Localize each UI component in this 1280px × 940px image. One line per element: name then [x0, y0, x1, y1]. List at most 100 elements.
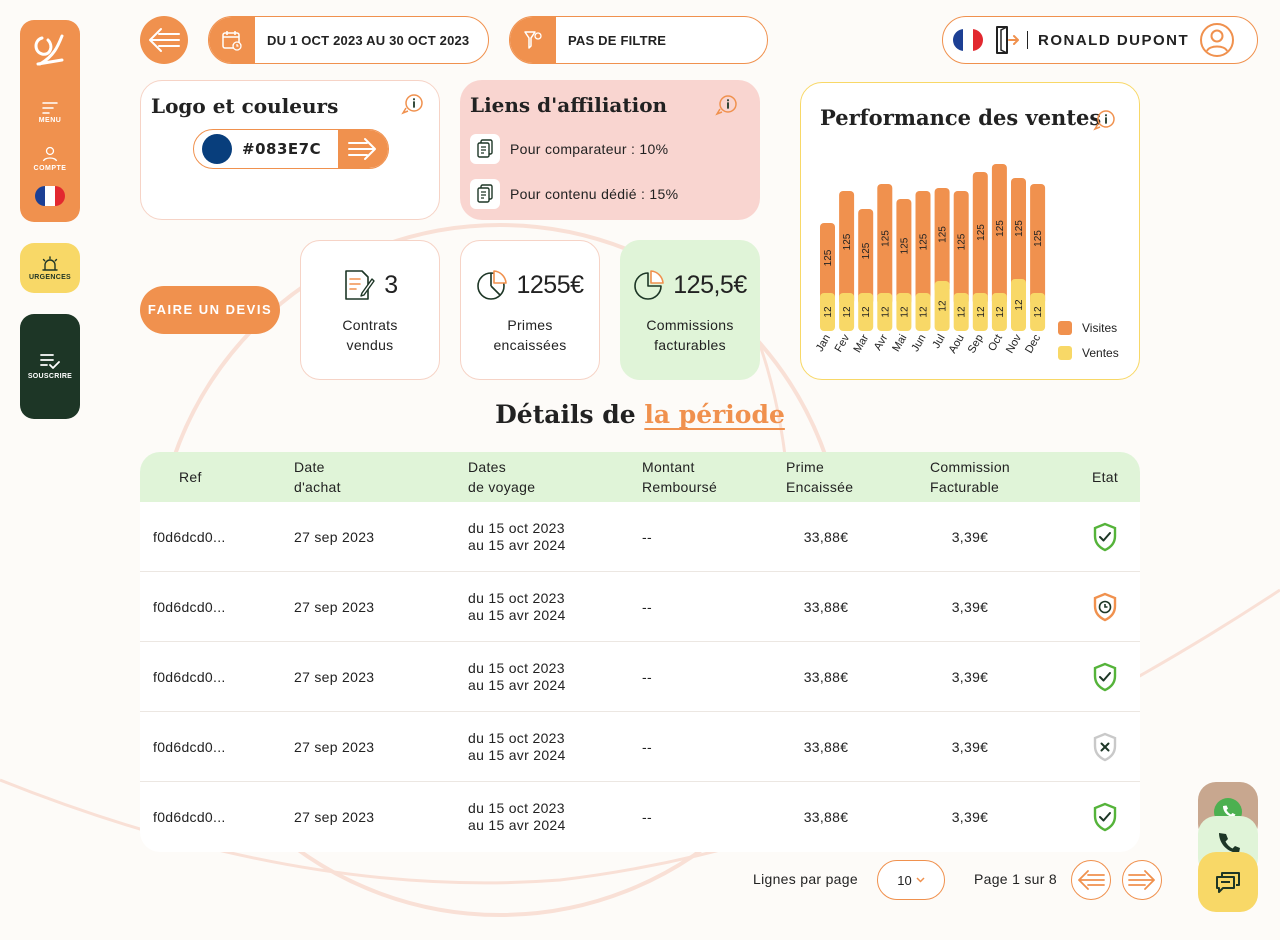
bar-visites[interactable] [1030, 184, 1046, 305]
bar-visites[interactable] [839, 191, 855, 305]
stat-label: Primes encaissées [493, 317, 567, 353]
cell-travel-dates: du 15 oct 2023 au 15 avr 2024 [468, 520, 566, 553]
date-range-selector[interactable]: DU 1 OCT 2023 AU 30 OCT 2023 [208, 16, 489, 64]
brand-color-picker[interactable]: #083E7C [193, 129, 389, 169]
table-row[interactable]: f0d6dcd0... 27 sep 2023 du 15 oct 2023 au 1… [140, 642, 1140, 712]
arrow-right-icon [1128, 870, 1155, 890]
bar-ventes[interactable] [953, 293, 969, 331]
bar-ventes[interactable] [934, 281, 950, 331]
bar-visites[interactable] [877, 184, 893, 305]
cell-travel-dates: du 15 oct 2023 au 15 avr 2024 [468, 800, 566, 833]
bar-value-label: 125 [976, 224, 987, 241]
table-body: f0d6dcd0... 27 sep 2023 du 15 oct 2023 au 1… [140, 502, 1140, 852]
bar-ventes[interactable] [877, 293, 893, 331]
bar-ventes[interactable] [858, 293, 874, 331]
language-flag-fr[interactable] [35, 186, 65, 206]
menu-icon [42, 102, 58, 114]
cell-status[interactable] [1080, 502, 1130, 572]
header-date[interactable]: Date d'achat [294, 459, 341, 495]
souscrire-button[interactable]: SOUSCRIRE [20, 314, 80, 419]
affiliation-link-label: Pour contenu dédié : 15% [510, 186, 679, 202]
chat-button[interactable] [1198, 852, 1258, 912]
cell-status[interactable] [1080, 712, 1130, 782]
menu-button[interactable]: MENU [39, 102, 62, 124]
stat-contracts-sold: 3 Contrats vendus [300, 240, 440, 380]
cell-refunded: -- [642, 668, 652, 685]
cell-travel-dates: du 15 oct 2023 au 15 avr 2024 [468, 730, 566, 763]
urgences-label: URGENCES [28, 273, 72, 281]
x-tick-label: Sep [966, 333, 986, 356]
cell-premium: 33,88€ [803, 738, 849, 755]
contract-icon [345, 270, 375, 300]
info-icon[interactable] [401, 93, 425, 115]
x-tick-label: Jun [909, 333, 928, 354]
cell-purchase-date: 27 sep 2023 [294, 528, 375, 545]
bar-visites[interactable] [820, 223, 835, 305]
bar-visites[interactable] [915, 191, 931, 305]
affiliation-link-contenu[interactable]: Pour contenu dédié : 15% [470, 179, 678, 209]
bar-value-label: 12 [880, 306, 891, 318]
cell-commission: 3,39€ [951, 738, 989, 755]
logout-icon[interactable] [993, 25, 1019, 55]
next-page-button[interactable] [1122, 860, 1162, 900]
page-indicator: Page 1 sur 8 [974, 871, 1057, 887]
account-button[interactable]: COMPTE [34, 146, 67, 172]
bar-value-label: 125 [861, 242, 872, 259]
affiliation-link-comparateur[interactable]: Pour comparateur : 10% [470, 134, 668, 164]
header-ref[interactable]: Ref [179, 469, 202, 485]
legend-swatch [1058, 346, 1072, 360]
bar-visites[interactable] [972, 172, 988, 305]
apply-color-button[interactable] [338, 130, 388, 168]
table-row[interactable]: f0d6dcd0... 27 sep 2023 du 15 oct 2023 au 1… [140, 502, 1140, 572]
header-travel-dates[interactable]: Dates de voyage [468, 459, 536, 495]
cell-status[interactable] [1080, 782, 1130, 852]
x-tick-label: Mai [890, 333, 909, 354]
arrow-left-icon [149, 28, 180, 52]
info-icon[interactable] [1093, 109, 1117, 131]
stat-billable-commissions: 125,5€ Commissions facturables [620, 240, 760, 380]
cell-status[interactable] [1080, 572, 1130, 642]
bar-visites[interactable] [896, 199, 912, 305]
bar-ventes[interactable] [915, 293, 931, 331]
bar-ventes[interactable] [1011, 279, 1026, 331]
bar-ventes[interactable] [972, 293, 988, 331]
bar-visites[interactable] [1011, 178, 1026, 291]
bar-visites[interactable] [953, 191, 969, 305]
bar-value-label: 12 [861, 306, 872, 318]
bar-value-label: 12 [957, 306, 968, 318]
calendar-icon [222, 31, 242, 51]
rows-per-page-select[interactable]: 10 [877, 860, 945, 900]
bar-ventes[interactable] [991, 293, 1007, 331]
bar-ventes[interactable] [839, 293, 855, 331]
language-flag-fr[interactable] [953, 29, 983, 51]
bar-visites[interactable] [858, 209, 874, 305]
bar-ventes[interactable] [896, 293, 912, 331]
bar-ventes[interactable] [1030, 293, 1046, 331]
cell-status[interactable] [1080, 642, 1130, 712]
info-icon[interactable] [715, 94, 739, 116]
cell-ref: f0d6dcd0... [153, 528, 226, 545]
x-tick-label: Dec [1023, 332, 1043, 355]
bar-visites[interactable] [934, 188, 950, 293]
table-row[interactable]: f0d6dcd0... 27 sep 2023 du 15 oct 2023 au 1… [140, 712, 1140, 782]
header-premium[interactable]: Prime Encaissée [786, 459, 854, 495]
previous-page-button[interactable] [1071, 860, 1111, 900]
user-menu[interactable]: RONALD DUPONT [942, 16, 1258, 64]
bar-value-label: 12 [938, 300, 949, 312]
cell-premium: 33,88€ [803, 808, 849, 825]
back-button[interactable] [140, 16, 188, 64]
urgences-button[interactable]: URGENCES [20, 243, 80, 293]
brand-logo[interactable] [28, 30, 72, 70]
avatar-icon[interactable] [1199, 22, 1235, 58]
x-tick-label: Oct [986, 333, 1005, 354]
table-row[interactable]: f0d6dcd0... 27 sep 2023 du 15 oct 2023 au 1… [140, 782, 1140, 852]
filter-selector[interactable]: PAS DE FILTRE [509, 16, 768, 64]
bar-ventes[interactable] [820, 293, 835, 331]
header-refunded[interactable]: Montant Remboursé [642, 459, 718, 495]
header-status[interactable]: Etat [1091, 469, 1119, 485]
bar-visites[interactable] [991, 164, 1007, 305]
faire-un-devis-button[interactable]: FAIRE UN DEVIS [140, 286, 280, 334]
header-commission[interactable]: Commission Facturable [930, 459, 1011, 495]
color-code: #083E7C [242, 140, 322, 158]
table-row[interactable]: f0d6dcd0... 27 sep 2023 du 15 oct 2023 au 1… [140, 572, 1140, 642]
